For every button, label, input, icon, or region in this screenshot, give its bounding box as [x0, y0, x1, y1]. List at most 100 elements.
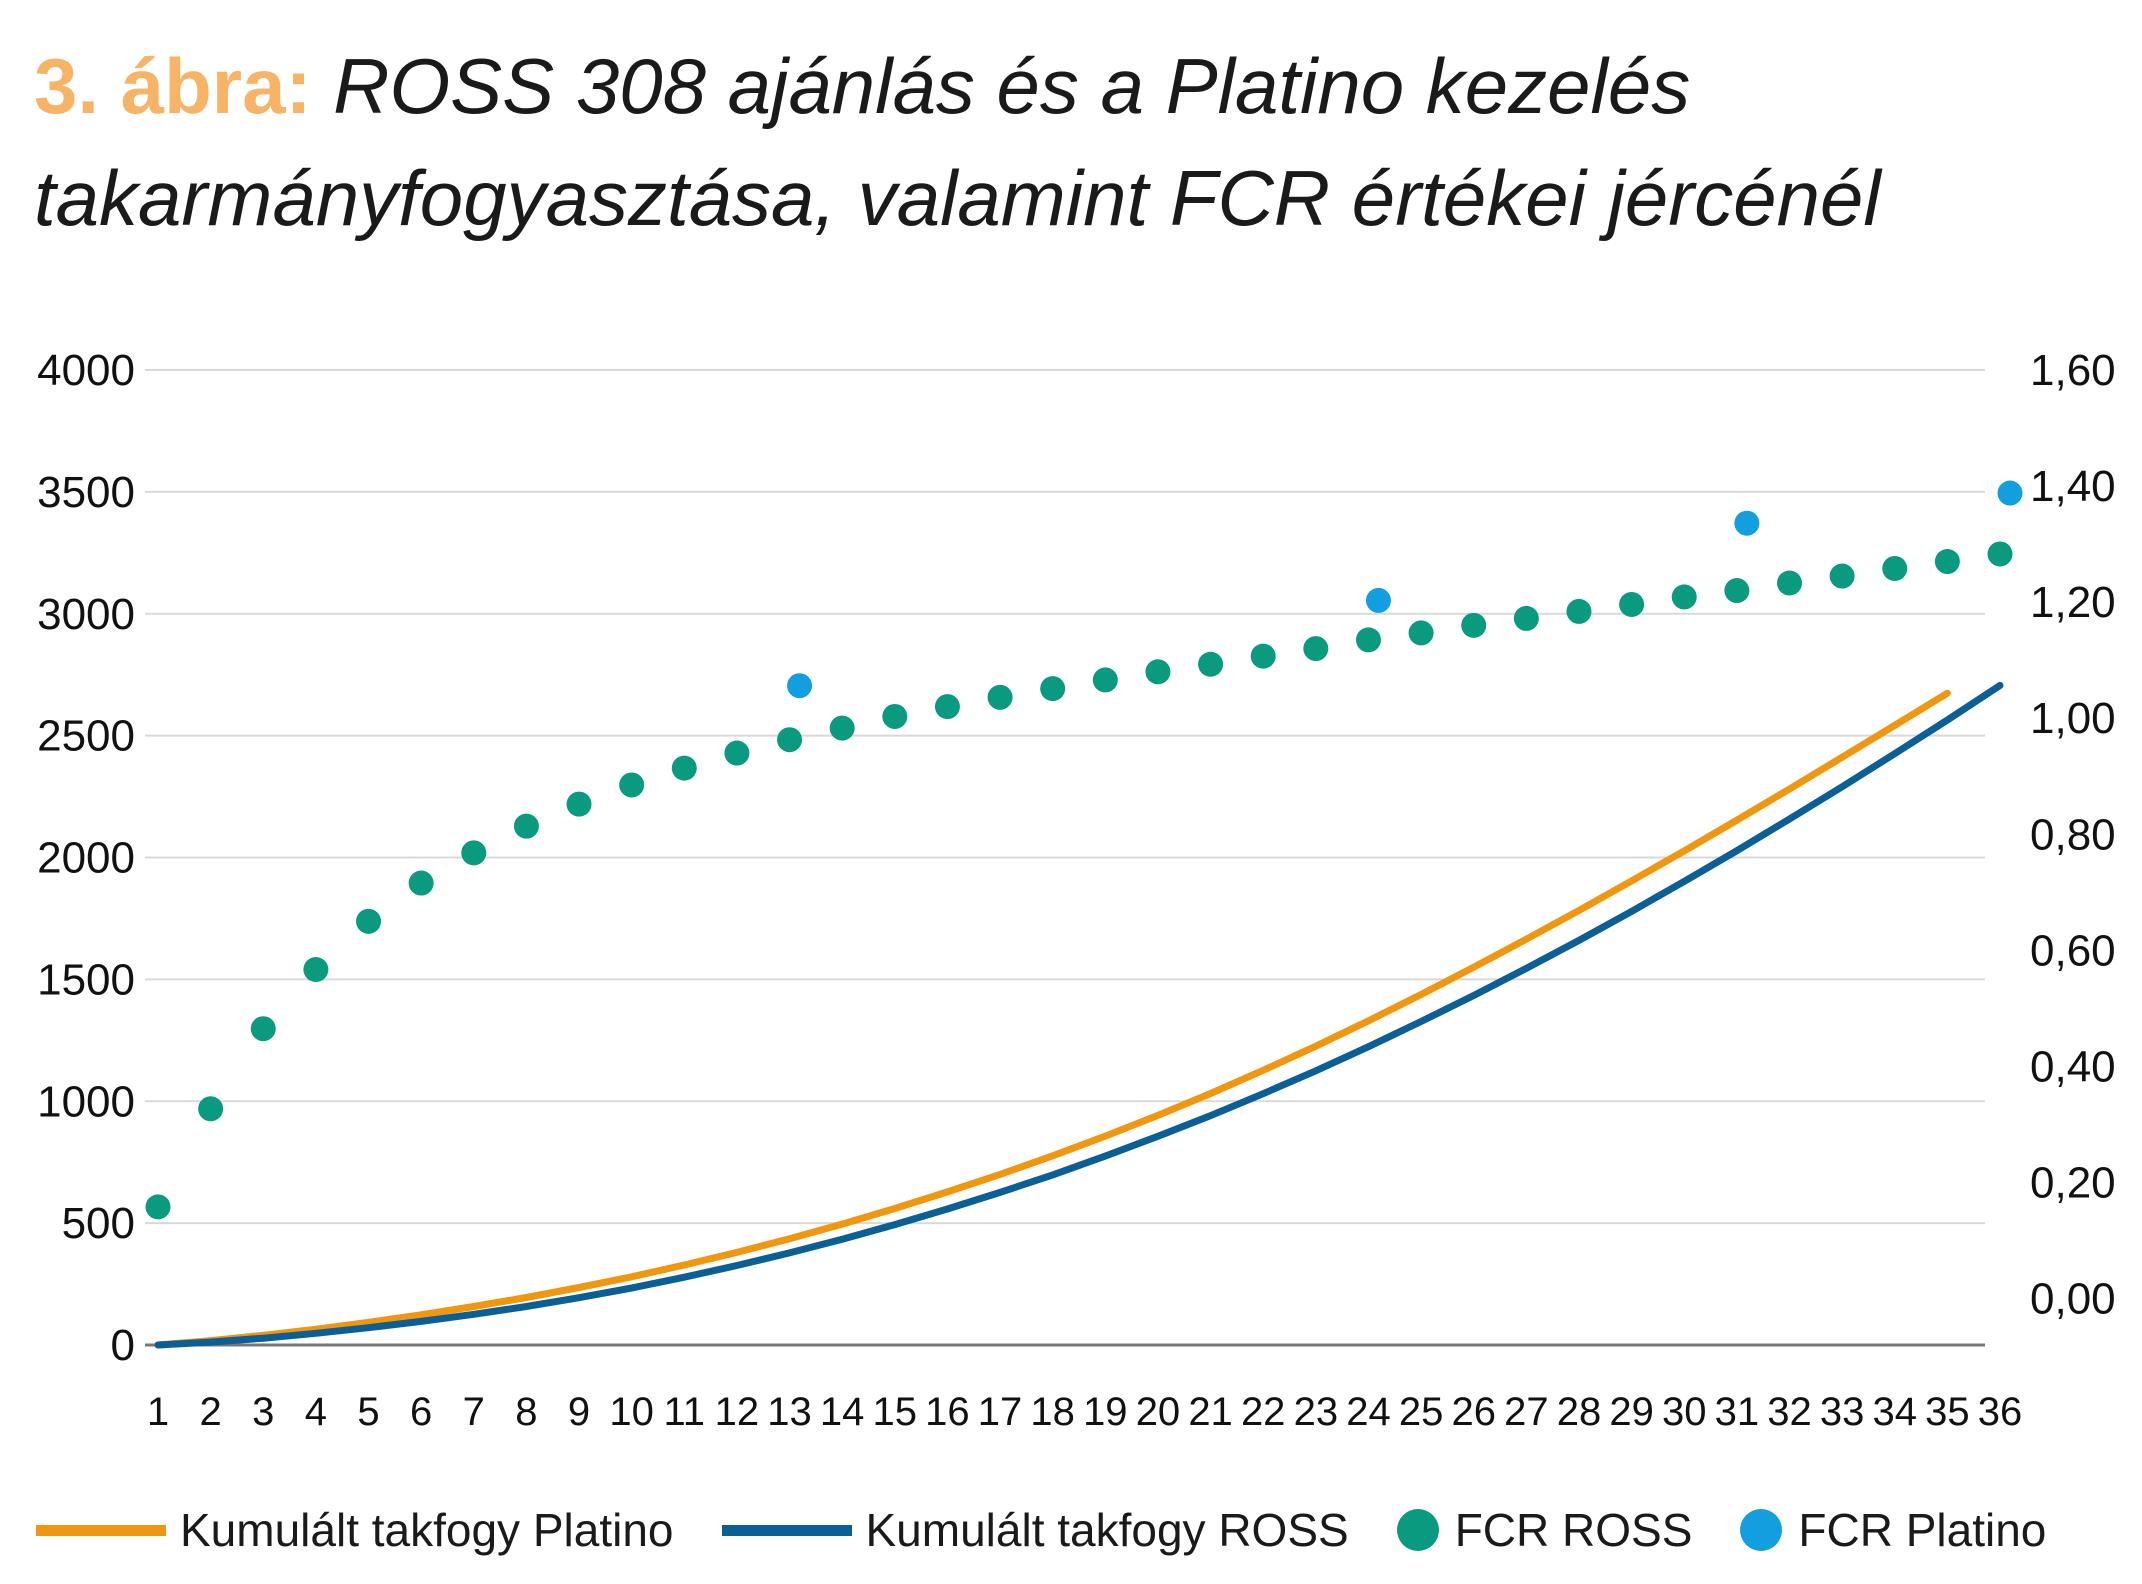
y-right-tick-label: 0,80: [2030, 810, 2116, 859]
legend-label-platino: Kumulált takfogy Platino: [180, 1504, 674, 1556]
x-tick-label: 8: [515, 1390, 537, 1434]
fcr-ross-point: [1934, 549, 1960, 575]
fcr-ross-point: [1092, 667, 1118, 693]
fcr-ross-point: [1355, 627, 1381, 653]
x-tick-label: 26: [1451, 1390, 1496, 1434]
x-tick-label: 34: [1872, 1390, 1917, 1434]
y-left-tick-label: 500: [62, 1199, 135, 1248]
legend-label-fcr-platino: FCR Platino: [1798, 1504, 2047, 1556]
x-tick-label: 30: [1662, 1390, 1707, 1434]
x-tick-label: 18: [1030, 1390, 1075, 1434]
x-tick-label: 7: [463, 1390, 485, 1434]
y-left-tick-label: 1500: [37, 955, 135, 1004]
fcr-ross-point: [356, 908, 382, 934]
fcr-ross-point: [1776, 570, 1802, 596]
legend-item-fcr-ross: FCR ROSS: [1396, 1503, 1693, 1557]
grid-lines: [145, 369, 1985, 1347]
legend-dot-fcr-platino-swatch: [1740, 1509, 1783, 1551]
y-right-tick-label: 0,00: [2030, 1275, 2116, 1324]
scatter-series: [145, 480, 2023, 1220]
chart-title: 3. ábra: ROSS 308 ajánlás és a Platino k…: [34, 30, 2114, 254]
legend-line-platino-swatch: [36, 1524, 166, 1536]
fcr-ross-point: [1513, 605, 1539, 631]
fcr-ross-point: [1882, 555, 1908, 581]
fcr-ross-point: [1250, 643, 1276, 669]
fcr-ross-point: [987, 684, 1013, 710]
x-tick-label: 5: [357, 1390, 379, 1434]
x-tick-label: 31: [1715, 1390, 1760, 1434]
fcr-ross-point: [408, 870, 434, 896]
x-tick-label: 32: [1767, 1390, 1812, 1434]
x-tick-label: 29: [1609, 1390, 1654, 1434]
x-tick-label: 9: [568, 1390, 590, 1434]
fcr-ross-point: [1671, 584, 1697, 610]
y-left-tick-label: 4000: [37, 346, 135, 395]
fcr-ross-point: [1566, 598, 1592, 624]
x-tick-label: 25: [1399, 1390, 1444, 1434]
y-right-tick-label: 1,00: [2030, 694, 2116, 743]
x-tick-label: 10: [609, 1390, 654, 1434]
legend-item-platino: Kumulált takfogy Platino: [36, 1503, 674, 1557]
series-line-ross: [154, 681, 2004, 1349]
x-tick-label: 33: [1820, 1390, 1865, 1434]
y-right-tick-label: 1,20: [2030, 578, 2116, 627]
x-tick-label: 27: [1504, 1390, 1549, 1434]
fcr-ross-point: [250, 1016, 276, 1042]
fcr-ross-point: [1829, 563, 1855, 589]
x-tick-label: 17: [978, 1390, 1023, 1434]
series-line-platino: [154, 689, 1951, 1349]
x-tick-label: 16: [925, 1390, 970, 1434]
legend-item-ross: Kumulált takfogy ROSS: [721, 1503, 1349, 1557]
x-tick-label: 1: [147, 1390, 169, 1434]
fcr-ross-point: [724, 740, 750, 766]
legend-label-fcr-ross: FCR ROSS: [1454, 1504, 1693, 1556]
legend-label-ross: Kumulált takfogy ROSS: [865, 1504, 1349, 1556]
fcr-ross-point: [777, 727, 803, 753]
fcr-ross-point: [1724, 578, 1750, 604]
y-left-tick-label: 3000: [37, 590, 135, 639]
fcr-platino-point: [1734, 510, 1760, 536]
y-axis-left: 0 500 1000 1500 2000 2500 3000 3500 4000: [37, 346, 135, 1370]
fcr-platino-point: [787, 673, 813, 699]
legend: Kumulált takfogy Platino Kumulált takfog…: [36, 1490, 2094, 1570]
fcr-ross-point: [1461, 612, 1487, 638]
x-tick-label: 4: [305, 1390, 327, 1434]
fcr-platino-point: [1365, 587, 1391, 613]
y-axis-right: 0,00 0,20 0,40 0,60 0,80 1,00 1,20 1,40 1,60: [2030, 346, 2116, 1324]
fcr-ross-point: [566, 791, 592, 817]
y-right-tick-label: 0,40: [2030, 1042, 2116, 1091]
fcr-ross-point: [882, 703, 908, 729]
x-tick-label: 23: [1294, 1390, 1339, 1434]
legend-line-ross-swatch: [721, 1524, 852, 1536]
fcr-ross-point: [198, 1096, 224, 1122]
fcr-ross-point: [1408, 620, 1434, 646]
y-right-tick-label: 1,40: [2030, 462, 2116, 511]
fcr-ross-point: [1987, 541, 2013, 567]
fcr-platino-point: [1997, 480, 2023, 506]
x-tick-label: 14: [820, 1390, 865, 1434]
x-tick-label: 21: [1188, 1390, 1233, 1434]
fcr-ross-point: [671, 755, 697, 781]
fcr-ross-point: [934, 694, 960, 720]
x-axis: 1 2 3 4 5 6 7 8 9 10 11 12 13 14 15 16 17 18 19 20 21 22 23 24 2…: [147, 1390, 2022, 1434]
fcr-ross-point: [1198, 651, 1224, 677]
figure-label: 3. ábra:: [34, 42, 312, 130]
y-left-tick-label: 1000: [37, 1077, 135, 1126]
title-line-1: ROSS 308 ajánlás és a Platino kezelés: [333, 42, 1691, 130]
x-tick-label: 19: [1083, 1390, 1128, 1434]
fcr-ross-point: [829, 715, 855, 741]
y-right-tick-label: 1,60: [2030, 346, 2116, 395]
legend-item-fcr-platino: FCR Platino: [1740, 1503, 2046, 1557]
fcr-ross-point: [1040, 676, 1066, 702]
y-right-tick-label: 0,60: [2030, 926, 2116, 975]
x-tick-label: 13: [767, 1390, 812, 1434]
fcr-ross-point: [619, 772, 645, 798]
x-tick-label: 3: [252, 1390, 274, 1434]
y-left-tick-label: 3500: [37, 468, 135, 517]
fcr-ross-point: [1619, 591, 1645, 617]
title-line-2: takarmányfogyasztása, valamint FCR érték…: [34, 154, 1881, 242]
x-tick-label: 6: [410, 1390, 432, 1434]
y-right-tick-label: 0,20: [2030, 1159, 2116, 1208]
x-tick-label: 15: [873, 1390, 918, 1434]
